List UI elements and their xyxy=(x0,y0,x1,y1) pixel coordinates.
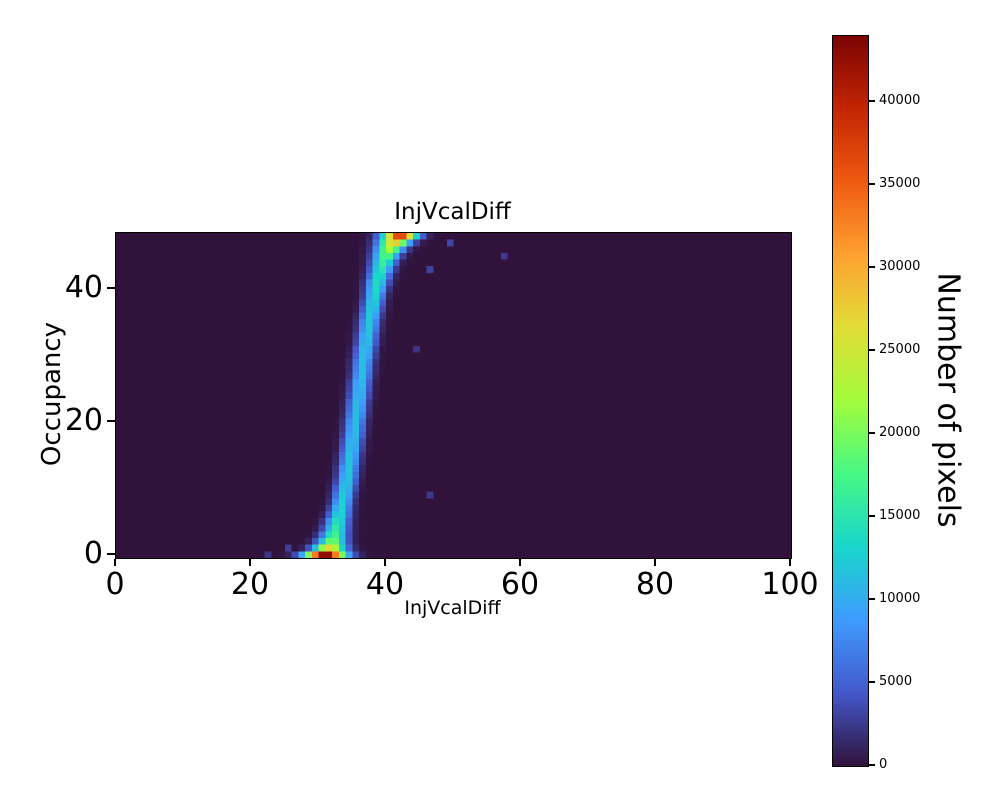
y-axis-label: Occupancy xyxy=(37,321,67,467)
x-tick-mark xyxy=(384,559,386,566)
colorbar xyxy=(832,35,869,767)
colorbar-tick-mark xyxy=(869,432,875,435)
colorbar-tick-label: 0 xyxy=(879,757,888,772)
x-tick-label: 100 xyxy=(761,567,819,602)
y-tick-mark xyxy=(107,552,115,555)
y-tick-mark xyxy=(107,420,115,423)
colorbar-tick-mark xyxy=(869,349,875,352)
colorbar-tick-mark xyxy=(869,183,875,186)
x-tick-label: 20 xyxy=(230,567,270,602)
y-tick-label: 0 xyxy=(83,535,103,571)
colorbar-tick-mark xyxy=(869,515,875,518)
colorbar-tick-label: 10000 xyxy=(879,591,921,607)
colorbar-tick-mark xyxy=(869,266,875,269)
colorbar-tick-label: 40000 xyxy=(879,93,921,109)
y-tick-label: 20 xyxy=(64,403,103,439)
heatmap-canvas xyxy=(116,233,791,558)
colorbar-tick-label: 25000 xyxy=(879,342,921,358)
x-tick-mark xyxy=(789,559,791,566)
colorbar-label: Number of pixels xyxy=(930,272,966,528)
y-tick-mark xyxy=(107,287,115,290)
x-tick-label: 80 xyxy=(635,567,675,602)
colorbar-tick-mark xyxy=(869,598,875,601)
colorbar-tick-label: 35000 xyxy=(879,176,921,192)
x-tick-label: 0 xyxy=(105,567,125,602)
colorbar-tick-label: 15000 xyxy=(879,508,921,524)
colorbar-tick-mark xyxy=(869,764,875,766)
x-tick-mark xyxy=(654,559,656,566)
colorbar-tick-mark xyxy=(869,681,875,684)
x-tick-mark xyxy=(519,559,521,566)
colorbar-tick-label: 5000 xyxy=(879,674,913,690)
colorbar-tick-mark xyxy=(869,100,875,103)
plot-area xyxy=(115,232,792,559)
x-tick-label: 60 xyxy=(500,567,540,602)
colorbar-tick-label: 20000 xyxy=(879,425,921,441)
x-tick-mark xyxy=(249,559,251,566)
chart-title: InjVcalDiff xyxy=(394,199,511,225)
x-tick-label: 40 xyxy=(365,567,405,602)
x-tick-mark xyxy=(114,559,116,566)
x-axis-label: InjVcalDiff xyxy=(404,597,501,619)
y-tick-label: 40 xyxy=(64,270,103,306)
colorbar-tick-label: 30000 xyxy=(879,259,921,275)
